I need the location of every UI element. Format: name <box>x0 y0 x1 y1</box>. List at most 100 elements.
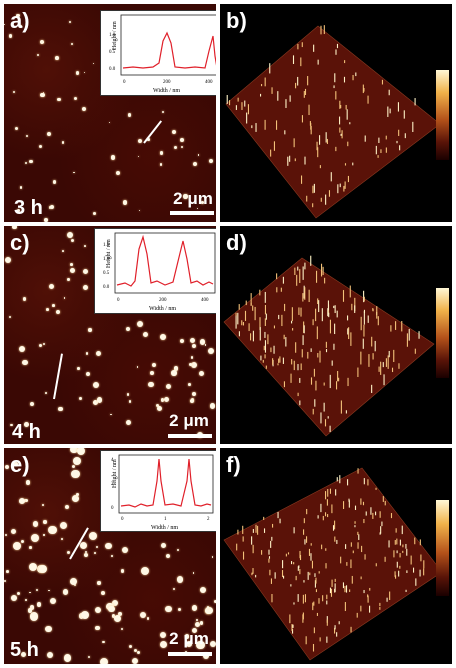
height-profile-chart: Height / nm Width / nm 0 2 4 0 1 2 <box>111 454 214 531</box>
particle <box>21 540 25 544</box>
particle <box>75 493 79 496</box>
particle <box>66 278 70 281</box>
particle <box>71 42 74 45</box>
x-tick: 200 <box>159 298 167 303</box>
particle <box>21 652 27 658</box>
particle <box>70 268 76 274</box>
particle <box>89 531 98 540</box>
particle <box>199 621 204 625</box>
particle <box>39 145 43 149</box>
x-tick: 400 <box>201 298 209 303</box>
particle <box>29 591 31 594</box>
particle <box>67 231 74 238</box>
particle <box>113 614 121 622</box>
particle <box>192 161 197 166</box>
particle <box>73 172 75 174</box>
particle <box>188 382 192 386</box>
particle <box>43 520 47 524</box>
particle <box>92 62 95 65</box>
colorbar <box>436 70 449 160</box>
particle <box>46 308 50 311</box>
particle <box>201 201 205 205</box>
particle <box>43 343 46 346</box>
particle <box>161 110 164 113</box>
x-tick: 0 <box>117 298 120 303</box>
particle <box>93 400 99 406</box>
x-axis-label: Width / nm <box>151 525 178 531</box>
particle <box>45 625 52 633</box>
particle <box>70 238 74 242</box>
particle <box>82 269 88 275</box>
particle <box>183 194 188 199</box>
x-tick: 2 <box>207 517 210 522</box>
particle <box>111 155 116 160</box>
particle <box>193 572 195 574</box>
particle <box>171 370 177 376</box>
particle <box>160 334 166 340</box>
particle <box>108 605 115 612</box>
particle <box>48 590 50 592</box>
particle <box>102 640 105 644</box>
particle <box>188 362 193 367</box>
particle <box>30 533 40 542</box>
particle <box>73 97 77 101</box>
particle <box>191 344 196 349</box>
particle <box>129 644 133 649</box>
particle <box>61 141 65 145</box>
particle <box>26 135 28 138</box>
particle <box>61 538 64 540</box>
particle <box>48 525 57 534</box>
particle <box>44 218 48 222</box>
particle <box>70 578 78 585</box>
particle <box>85 352 89 355</box>
particle <box>33 521 39 527</box>
particle <box>165 383 171 389</box>
particle <box>202 653 210 660</box>
particle <box>204 344 206 346</box>
particle <box>5 256 12 263</box>
particle <box>8 33 13 38</box>
particle <box>177 548 180 551</box>
particle <box>177 607 181 611</box>
particle <box>83 553 88 558</box>
afm-image-5h: e) 5 h 2 μm Height / nm Width / nm 0 2 4… <box>4 448 216 664</box>
y-tick: 1.0 <box>103 257 110 262</box>
particle <box>56 309 61 314</box>
y-tick: 0.5 <box>109 50 116 55</box>
particle <box>70 448 78 454</box>
colorbar-label: 15 nm <box>410 480 445 495</box>
height-profile-inset: Height / nm Width / nm 0.0 0.5 1.0 1.5 0… <box>94 228 216 314</box>
particle <box>24 598 27 601</box>
particle <box>4 579 7 582</box>
particle <box>75 71 80 75</box>
particle <box>95 546 98 548</box>
panel-label-c: c) <box>10 230 30 255</box>
particle <box>36 602 42 608</box>
x-tick: 400 <box>205 80 213 85</box>
particle <box>185 641 192 648</box>
particle <box>28 608 33 613</box>
x-tick: 0 <box>123 80 126 85</box>
particle <box>146 617 150 620</box>
particle <box>38 344 42 348</box>
particle <box>22 297 27 301</box>
profile-curve <box>120 458 212 508</box>
particle <box>110 413 112 416</box>
particle <box>71 469 80 478</box>
profile-curve <box>116 234 214 287</box>
particle <box>62 589 69 595</box>
x-axis-label: Width / nm <box>149 306 176 312</box>
particle <box>137 138 142 143</box>
particle <box>211 555 214 558</box>
particle <box>176 576 183 583</box>
panel-label-e: e) <box>10 452 30 477</box>
particle <box>136 366 139 368</box>
particle <box>180 145 184 148</box>
afm-3d-view-3h: b) <box>220 4 452 222</box>
panel-label-f: f) <box>226 452 241 477</box>
particle <box>161 542 167 548</box>
particle <box>195 619 198 621</box>
particle <box>131 658 138 664</box>
y-tick: 1.0 <box>109 33 116 38</box>
particle <box>207 348 215 355</box>
